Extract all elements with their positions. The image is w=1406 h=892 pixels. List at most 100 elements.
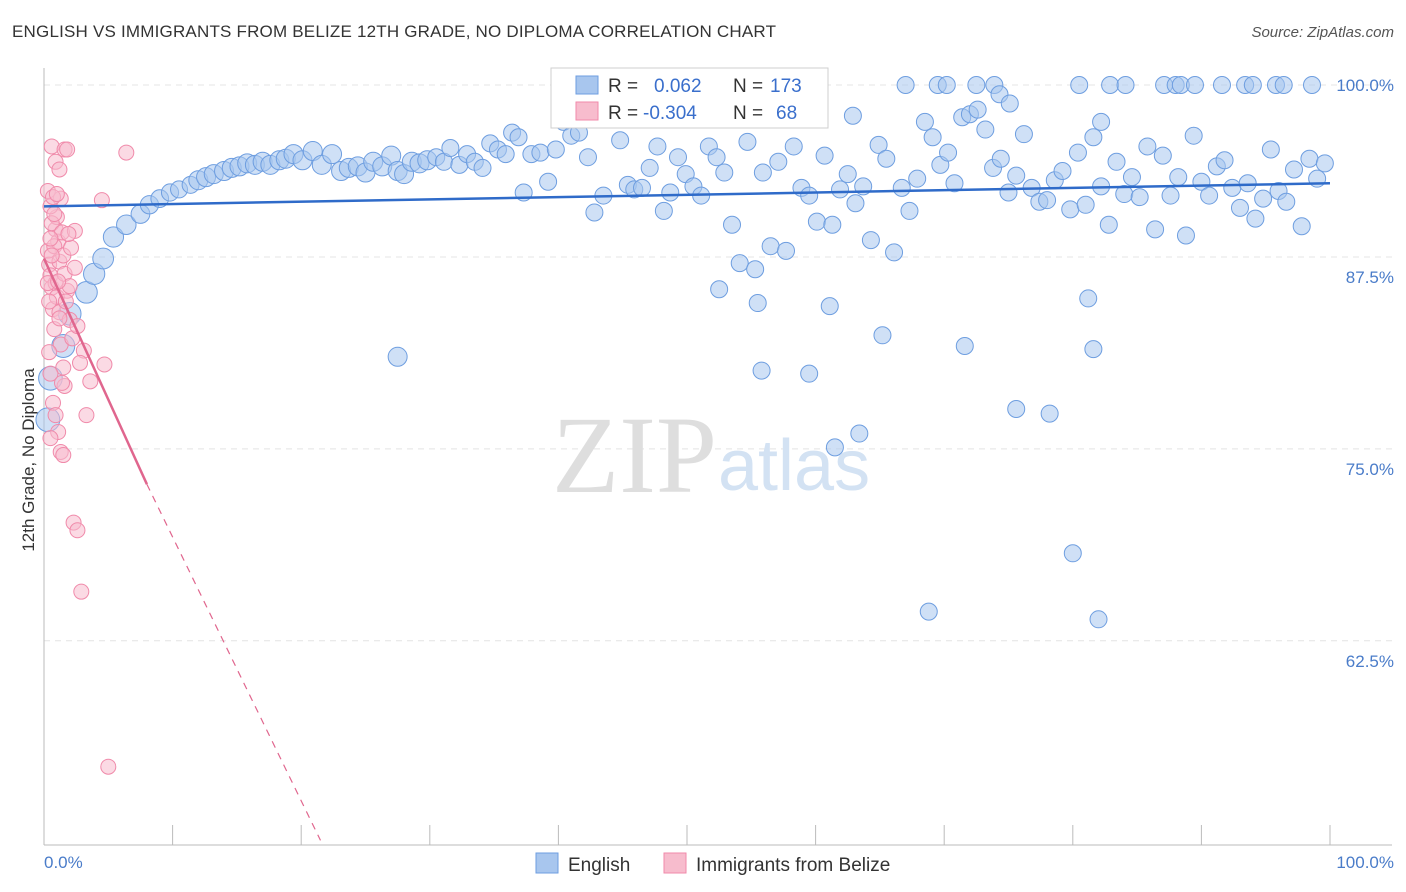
point-english-111	[939, 143, 958, 162]
point-english-108	[915, 112, 934, 131]
y-tick-label-2: 75.0%	[1346, 460, 1394, 479]
point-english-105	[892, 178, 911, 197]
legend-swatch-english	[535, 852, 559, 874]
point-english-99	[846, 194, 865, 213]
point-belize-30	[47, 407, 64, 424]
point-english-86	[746, 260, 765, 279]
point-english-187	[820, 297, 839, 316]
point-belize-33	[55, 447, 72, 464]
point-english-163	[937, 76, 956, 95]
point-english-173	[1212, 76, 1231, 95]
point-english-180	[1000, 94, 1019, 113]
point-english-53	[496, 145, 515, 164]
point-english-186	[752, 361, 771, 380]
point-belize-52	[69, 522, 86, 539]
point-english-139	[1153, 146, 1172, 165]
stats-r-value-english: 0.062	[654, 76, 702, 97]
point-belize-61	[48, 186, 65, 203]
point-english-190	[955, 337, 974, 356]
trend-line-belize	[42, 257, 149, 485]
point-belize-46	[82, 373, 99, 390]
point-english-143	[1184, 126, 1203, 145]
stats-r-label-belize: R =	[608, 103, 638, 124]
watermark-atlas: atlas	[718, 426, 870, 506]
point-english-74	[654, 201, 673, 220]
point-english-184	[710, 280, 729, 299]
point-english-140	[1161, 186, 1180, 205]
point-english-107	[908, 169, 927, 188]
point-english-84	[730, 254, 749, 273]
point-belize-47	[96, 356, 113, 373]
point-english-71	[632, 178, 651, 197]
legend-label-english: English	[568, 855, 630, 876]
point-belize-60	[46, 205, 63, 222]
stats-swatch-belize	[575, 101, 599, 121]
chart-title: ENGLISH VS IMMIGRANTS FROM BELIZE 12TH G…	[12, 22, 777, 41]
point-english-120	[1007, 166, 1026, 185]
point-english-102	[869, 135, 888, 154]
point-english-59	[539, 172, 558, 191]
chart-source: Source: ZipAtlas.com	[1251, 24, 1394, 41]
point-belize-64	[54, 374, 71, 391]
point-belize-63	[51, 310, 68, 327]
point-english-156	[1284, 160, 1303, 179]
point-english-175	[1243, 76, 1262, 95]
point-belize-65	[42, 430, 59, 447]
point-english-75	[661, 183, 680, 202]
point-english-157	[1292, 217, 1311, 236]
point-english-58	[531, 143, 550, 162]
point-english-181	[1092, 112, 1111, 131]
point-english-194	[1079, 289, 1098, 308]
point-english-193	[1063, 544, 1082, 563]
point-english-76	[668, 148, 687, 167]
point-english-142	[1176, 226, 1195, 245]
legend-swatch-belize	[663, 852, 687, 874]
point-belize-45	[72, 354, 89, 371]
point-belize-54	[100, 758, 117, 775]
point-english-103	[877, 149, 896, 168]
stats-n-value-english: 173	[770, 76, 802, 97]
point-english-83	[723, 215, 742, 234]
point-english-55	[509, 128, 528, 147]
point-english-166	[1070, 76, 1089, 95]
point-english-85	[738, 132, 757, 151]
point-english-8	[116, 214, 137, 236]
x-tick-label-max: 100.0%	[1336, 853, 1394, 872]
point-english-46	[441, 138, 460, 157]
point-english-97	[831, 180, 850, 199]
point-english-152	[1254, 189, 1273, 208]
point-english-141	[1169, 168, 1188, 187]
point-english-119	[999, 183, 1018, 202]
point-english-106	[900, 201, 919, 220]
stats-r-value-belize: -0.304	[643, 103, 697, 124]
point-belize-53	[73, 583, 90, 600]
y-tick-label-1: 87.5%	[1346, 268, 1394, 287]
trend-line-belize-extension	[146, 483, 322, 841]
point-english-195	[1084, 340, 1103, 359]
point-english-192	[1040, 404, 1059, 423]
point-belize-36	[51, 161, 68, 178]
point-english-89	[769, 152, 788, 171]
point-english-7	[102, 226, 125, 248]
point-english-129	[1076, 195, 1095, 214]
point-english-64	[578, 148, 597, 167]
legend-label-belize: Immigrants from Belize	[696, 855, 890, 876]
point-english-155	[1277, 192, 1296, 211]
stats-n-value-belize: 68	[776, 103, 797, 124]
point-english-73	[648, 137, 667, 156]
point-english-93	[800, 186, 819, 205]
point-english-81	[707, 148, 726, 167]
point-english-199	[800, 364, 819, 383]
point-belize-41	[66, 259, 83, 276]
point-english-137	[1138, 137, 1157, 156]
point-belize-50	[118, 144, 135, 161]
point-belize-38	[59, 141, 76, 158]
point-english-135	[1122, 168, 1141, 187]
stats-n-label-english: N =	[733, 76, 763, 97]
point-english-197	[825, 438, 844, 457]
point-english-168	[1116, 76, 1135, 95]
point-english-130	[1084, 128, 1103, 147]
point-english-101	[861, 231, 880, 250]
point-english-150	[1238, 174, 1257, 193]
point-english-127	[1061, 200, 1080, 219]
